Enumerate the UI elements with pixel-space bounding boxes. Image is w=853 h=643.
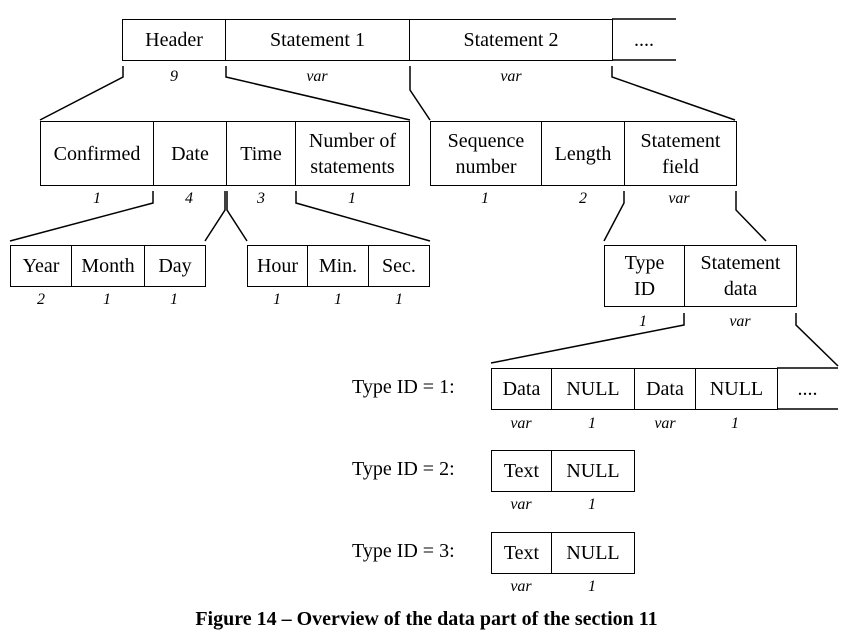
statement-1-size: var: [306, 68, 328, 85]
type-id-size: 1: [639, 313, 647, 330]
min-box: Min.: [307, 245, 369, 287]
more-statements-label: ....: [634, 29, 654, 51]
type1-data-box-1: Data: [491, 368, 552, 410]
min-label: Min.: [318, 255, 358, 277]
hour-box: Hour: [247, 245, 308, 287]
number-of-statements-label-line2: statements: [310, 155, 395, 178]
type-id-label-line1: Type: [624, 252, 665, 274]
statement-data-label-line1: Statement: [700, 252, 781, 274]
number-of-statements-label-line1: Number of: [308, 129, 397, 152]
month-box: Month: [71, 245, 145, 287]
statement-2-label: Statement 2: [463, 29, 559, 51]
header-label: Header: [145, 29, 203, 51]
type3-null-box: NULL: [551, 532, 635, 574]
day-label: Day: [158, 255, 192, 277]
type1-null-label-1: NULL: [566, 378, 620, 400]
hour-size: 1: [273, 291, 281, 308]
type-id-1-label: Type ID = 1:: [352, 376, 455, 398]
type1-null-size-2: 1: [731, 415, 739, 432]
statement-field-label-line2: field: [662, 155, 699, 178]
header-box: Header: [122, 19, 226, 61]
number-of-statements-size: 1: [348, 190, 356, 207]
min-size: 1: [334, 291, 342, 308]
sequence-number-box: Sequence number: [430, 121, 542, 186]
length-label: Length: [554, 142, 612, 165]
type1-null-size-1: 1: [588, 415, 596, 432]
length-size: 2: [579, 190, 587, 207]
type2-null-size: 1: [588, 496, 596, 513]
statement-data-size: var: [729, 313, 751, 330]
type-id-3-label: Type ID = 3:: [352, 540, 455, 562]
confirmed-label: Confirmed: [53, 142, 141, 165]
statement-data-box: Statement data: [684, 245, 797, 307]
year-label: Year: [22, 255, 60, 277]
type1-null-box-2: NULL: [695, 368, 778, 410]
date-label: Date: [171, 142, 209, 165]
type1-more-box: ....: [777, 368, 838, 410]
statement-field-box: Statement field: [624, 121, 737, 186]
day-size: 1: [170, 291, 178, 308]
time-box: Time: [226, 121, 296, 186]
more-statements-box: ....: [612, 19, 676, 61]
type-id-box: Type ID: [604, 245, 685, 307]
statement-field-size: var: [668, 190, 690, 207]
sec-label: Sec.: [382, 255, 416, 277]
figure-caption: Figure 14 – Overview of the data part of…: [195, 608, 658, 630]
sequence-number-label-line1: Sequence: [447, 129, 525, 152]
type3-null-label: NULL: [566, 542, 620, 564]
time-label: Time: [240, 142, 282, 165]
type2-text-box: Text: [491, 450, 552, 492]
statement-1-label: Statement 1: [270, 29, 365, 51]
type-id-2-label: Type ID = 2:: [352, 458, 455, 480]
date-box: Date: [153, 121, 227, 186]
header-size: 9: [170, 68, 178, 85]
statement-data-label-line2: data: [723, 278, 758, 300]
month-label: Month: [81, 255, 135, 277]
date-size: 4: [185, 190, 193, 207]
confirmed-box: Confirmed: [40, 121, 154, 186]
year-size: 2: [37, 291, 45, 308]
type2-null-label: NULL: [566, 460, 620, 482]
type1-null-label-2: NULL: [709, 378, 764, 400]
statement-field-label-line1: Statement: [640, 129, 721, 152]
sec-box: Sec.: [368, 245, 430, 287]
type1-null-box-1: NULL: [551, 368, 635, 410]
statement-2-box: Statement 2: [409, 19, 613, 61]
type2-text-label: Text: [503, 460, 540, 482]
type1-data-label-1: Data: [502, 378, 541, 400]
sequence-number-label-line2: number: [455, 155, 517, 178]
type-id-label-line2: ID: [633, 278, 656, 300]
statement-1-box: Statement 1: [225, 19, 410, 61]
year-box: Year: [10, 245, 72, 287]
confirmed-size: 1: [93, 190, 101, 207]
day-box: Day: [144, 245, 206, 287]
type3-text-label: Text: [503, 542, 540, 564]
hour-label: Hour: [256, 255, 299, 277]
length-box: Length: [541, 121, 625, 186]
type1-data-label-2: Data: [646, 378, 684, 400]
time-size: 3: [257, 190, 265, 207]
sec-size: 1: [395, 291, 403, 308]
type3-text-box: Text: [491, 532, 552, 574]
sequence-number-size: 1: [481, 190, 489, 207]
type1-more-label: ....: [797, 378, 818, 400]
type3-null-size: 1: [588, 578, 596, 595]
type2-text-size: var: [510, 496, 532, 513]
type1-data-size-1: var: [510, 415, 532, 432]
statement-2-size: var: [500, 68, 522, 85]
number-of-statements-box: Number of statements: [295, 121, 410, 186]
type2-null-box: NULL: [551, 450, 635, 492]
type3-text-size: var: [510, 578, 532, 595]
type1-data-box-2: Data: [634, 368, 696, 410]
type1-data-size-2: var: [654, 415, 676, 432]
month-size: 1: [103, 291, 111, 308]
